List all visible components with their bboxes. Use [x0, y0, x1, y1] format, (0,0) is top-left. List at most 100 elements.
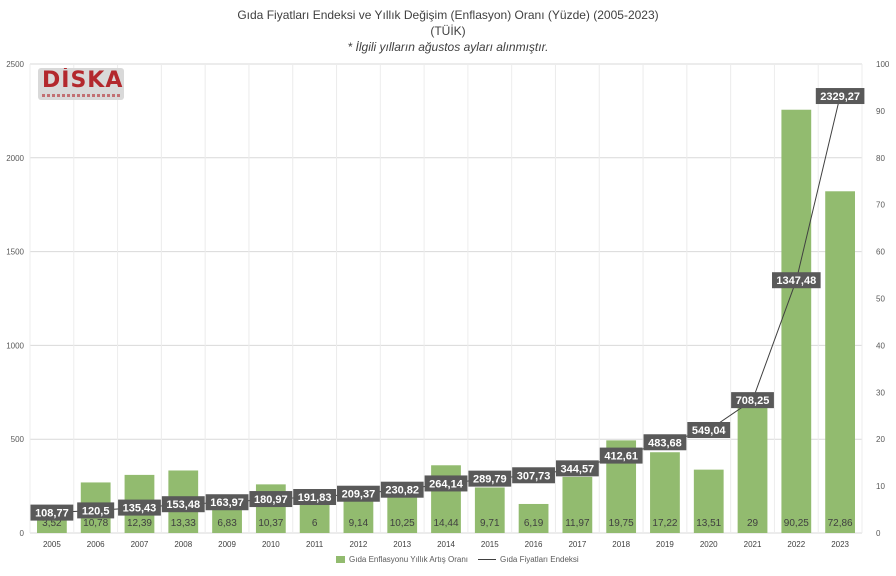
legend-label-bars: Gıda Enflasyonu Yıllık Artış Oranı: [349, 555, 469, 564]
legend-item-line: Gıda Fiyatları Endeksi: [478, 555, 579, 564]
y-left-tick-label: 1500: [6, 248, 24, 257]
bar: [37, 516, 67, 533]
bar-data-label: 11,97: [565, 518, 590, 529]
line-data-label-box: [337, 485, 380, 502]
line-data-label: 483,68: [648, 437, 682, 449]
diskar-logo: DİSKAR: [38, 68, 124, 100]
y-left-tick-label: 2000: [6, 154, 24, 163]
line-data-label: 153,48: [166, 499, 200, 511]
y-left-tick-label: 1000: [6, 341, 24, 350]
line-data-label-box: [512, 467, 555, 484]
line-data-label-box: [118, 499, 161, 516]
x-tick-label: 2018: [612, 540, 630, 549]
bar-data-label: 13,51: [696, 518, 721, 529]
logo-underline: [42, 94, 120, 97]
legend-item-bars: Gıda Enflasyonu Yıllık Artış Oranı: [336, 555, 468, 564]
x-tick-label: 2023: [831, 540, 849, 549]
y-right-tick-label: 40: [876, 341, 885, 350]
x-tick-label: 2006: [87, 540, 105, 549]
x-tick-label: 2011: [306, 540, 324, 549]
bar-data-label: 10,78: [83, 518, 108, 529]
line-data-label-box: [424, 475, 468, 492]
y-left-tick-label: 2500: [6, 60, 24, 69]
bar-data-label: 90,25: [784, 518, 809, 529]
x-tick-label: 2022: [787, 540, 805, 549]
line-data-label: 2329,27: [820, 91, 860, 103]
bar-data-label: 6,19: [524, 518, 544, 529]
bar-data-label: 17,22: [652, 518, 677, 529]
x-tick-label: 2008: [174, 540, 192, 549]
line-data-label: 209,37: [342, 489, 376, 501]
line-data-label-box: [731, 392, 774, 409]
y-left-tick-label: 500: [11, 435, 25, 444]
bar: [825, 191, 855, 533]
bar-data-label: 9,71: [480, 518, 500, 529]
line-data-label: 412,61: [604, 451, 638, 463]
y-right-tick-label: 80: [876, 154, 885, 163]
legend-label-line: Gıda Fiyatları Endeksi: [500, 555, 579, 564]
chart-note: * İlgili yılların ağustos ayları alınmış…: [347, 40, 549, 54]
bar-data-label: 6: [312, 518, 318, 529]
chart-source: (TÜİK): [430, 24, 466, 38]
bar: [693, 469, 724, 533]
x-tick-label: 2012: [350, 540, 368, 549]
bar-data-label: 10,25: [390, 518, 415, 529]
bar-data-label: 19,75: [609, 518, 634, 529]
legend-bar-swatch: [336, 556, 345, 564]
line-data-label-box: [161, 496, 205, 513]
line-data-label-box: [772, 272, 821, 289]
chart-title: Gıda Fiyatları Endeksi ve Yıllık Değişim…: [237, 8, 659, 22]
y-right-tick-label: 60: [876, 248, 885, 257]
line-data-label-box: [380, 481, 424, 498]
bar-data-label: 29: [747, 518, 759, 529]
bar: [474, 487, 505, 533]
y-right-tick-label: 20: [876, 435, 885, 444]
line-data-label: 549,04: [692, 425, 727, 437]
x-tick-label: 2021: [744, 540, 762, 549]
x-tick-label: 2009: [218, 540, 236, 549]
bar: [518, 503, 549, 533]
line-data-label: 191,83: [298, 492, 332, 504]
line-data-label-box: [815, 88, 865, 105]
bar-data-label: 12,39: [127, 518, 152, 529]
y-right-tick-label: 50: [876, 295, 885, 304]
line-data-label: 708,25: [736, 395, 770, 407]
bar: [737, 396, 768, 533]
x-tick-label: 2015: [481, 540, 499, 549]
line-data-label-box: [293, 489, 337, 506]
bar: [299, 504, 330, 533]
line-data-label-box: [77, 502, 115, 519]
bar-data-label: 10,37: [258, 518, 283, 529]
x-tick-label: 2005: [43, 540, 61, 549]
y-right-tick-label: 0: [876, 529, 881, 538]
x-tick-label: 2007: [131, 540, 149, 549]
line-data-label: 120,5: [82, 505, 110, 517]
legend-line-swatch: [478, 559, 496, 561]
y-right-tick-label: 90: [876, 107, 885, 116]
logo-text: DİSKAR: [42, 68, 124, 93]
bar: [781, 109, 812, 533]
bar-data-label: 13,33: [171, 518, 196, 529]
line-data-label: 307,73: [517, 470, 551, 482]
line-data-label-box: [687, 422, 731, 439]
bar: [650, 452, 680, 533]
x-tick-label: 2014: [437, 540, 455, 549]
bar-data-label: 6,83: [217, 518, 237, 529]
line-data-label: 108,77: [35, 508, 69, 520]
line-data-label-box: [30, 504, 74, 521]
bar-data-label: 14,44: [433, 518, 458, 529]
bar-data-label: 3,52: [42, 518, 62, 529]
line-data-label: 264,14: [429, 478, 464, 490]
line-data-label: 163,97: [210, 497, 244, 509]
line-data-label: 135,43: [123, 503, 157, 515]
line-data-label-box: [468, 470, 512, 487]
y-right-tick-label: 70: [876, 201, 885, 210]
line-series: [51, 95, 841, 514]
y-left-tick-label: 0: [20, 529, 25, 538]
x-tick-label: 2017: [568, 540, 586, 549]
bar-data-label: 72,86: [828, 518, 853, 529]
x-tick-label: 2010: [262, 540, 280, 549]
y-right-tick-label: 30: [876, 388, 885, 397]
line-data-label: 289,79: [473, 474, 507, 486]
